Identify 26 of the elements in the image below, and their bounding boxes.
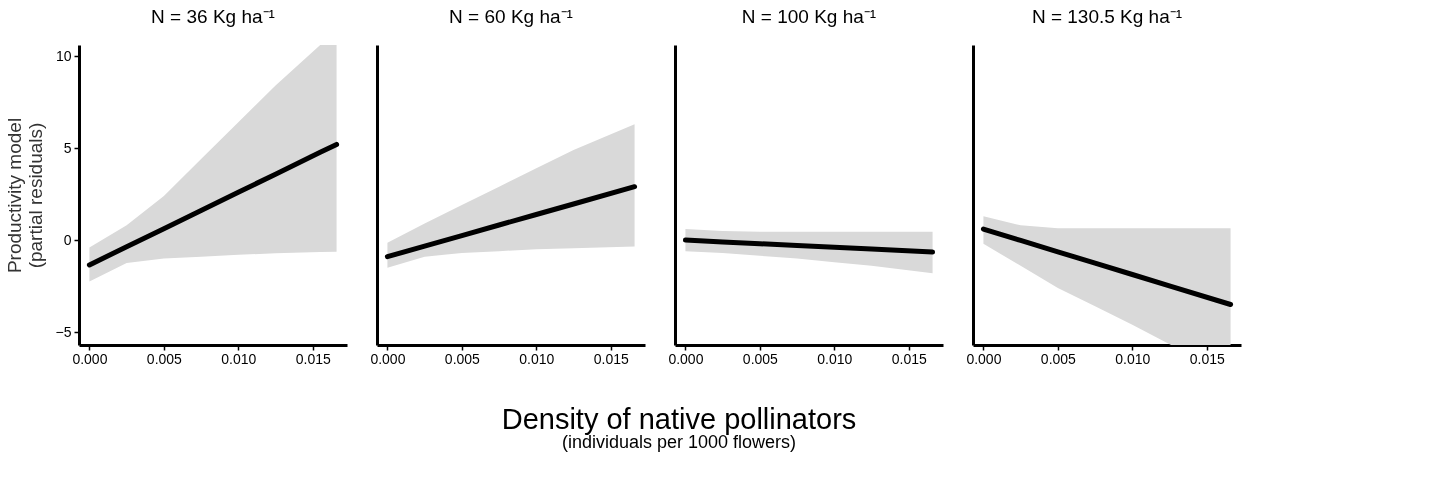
- x-tick-label: 0.000: [72, 350, 108, 367]
- x-tick-label: 0.015: [593, 350, 629, 367]
- chart-title: N = 60 Kg ha⁻¹: [449, 6, 573, 27]
- y-axis-title: Productivity model (partial residuals): [3, 117, 46, 274]
- x-tick-label: 0.015: [1189, 350, 1225, 367]
- y-tick-label: 0: [63, 231, 72, 248]
- y-tick-label: −5: [55, 323, 72, 340]
- x-tick-label: 0.015: [295, 350, 331, 367]
- x-axis-title: Density of native pollinators (individuals per 1000 flowers): [501, 403, 857, 452]
- x-tick-label: 0.000: [966, 350, 1002, 367]
- chart-title: N = 36 Kg ha⁻¹: [151, 6, 275, 27]
- x-tick-label: 0.015: [891, 350, 927, 367]
- x-tick-label: 0.005: [146, 350, 183, 367]
- chart-title: N = 130.5 Kg ha⁻¹: [1031, 6, 1183, 27]
- x-tick-label: 0.000: [370, 350, 406, 367]
- chart-title: N = 100 Kg ha⁻¹: [741, 6, 877, 27]
- x-tick-label: 0.010: [221, 350, 257, 367]
- y-tick-label: 10: [55, 47, 72, 64]
- x-tick-label: 0.010: [1115, 350, 1151, 367]
- y-tick-label: 5: [63, 139, 72, 156]
- x-tick-label: 0.000: [668, 350, 704, 367]
- x-tick-label: 0.005: [1040, 350, 1077, 367]
- x-tick-label: 0.005: [742, 350, 779, 367]
- x-tick-label: 0.010: [519, 350, 555, 367]
- x-tick-label: 0.010: [817, 350, 853, 367]
- x-tick-label: 0.005: [444, 350, 481, 367]
